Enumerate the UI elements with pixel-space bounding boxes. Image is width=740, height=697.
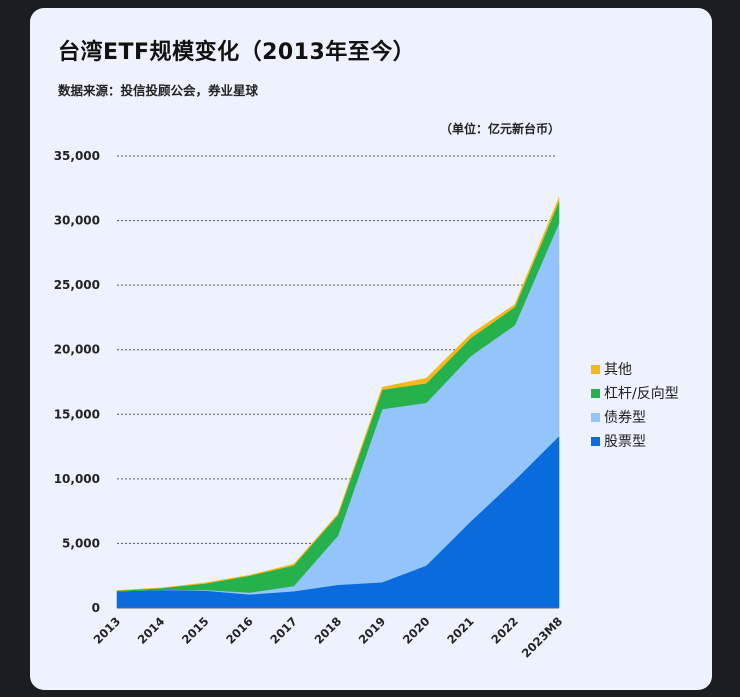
legend-swatch: [591, 389, 600, 398]
x-tick-label: 2017: [267, 614, 300, 647]
y-tick-label: 30,000: [54, 214, 100, 228]
chart-unit: （单位：亿元新台币）: [440, 122, 561, 136]
x-tick-label: 2015: [179, 614, 212, 647]
chart-source: 数据来源：投信投顾公会，券业星球: [58, 83, 259, 98]
x-tick-label: 2021: [444, 614, 477, 647]
y-tick-label: 5,000: [62, 536, 100, 550]
legend-label: 其他: [604, 362, 632, 378]
chart-title: 台湾ETF规模变化（2013年至今）: [58, 40, 416, 65]
legend-swatch: [591, 413, 600, 422]
x-tick-label: 2016: [223, 614, 256, 647]
x-tick-label: 2019: [356, 614, 389, 647]
legend-swatch: [591, 365, 600, 374]
x-tick-label: 2020: [400, 614, 433, 647]
x-tick-label: 2023M8: [519, 614, 565, 660]
legend-label: 股票型: [604, 434, 646, 450]
area-series-3: [116, 197, 560, 591]
y-tick-label: 20,000: [54, 343, 100, 357]
x-tick-label: 2013: [91, 614, 124, 647]
y-tick-label: 10,000: [54, 472, 100, 486]
x-tick-label: 2022: [488, 614, 521, 647]
y-tick-label: 0: [92, 601, 100, 615]
y-tick-label: 35,000: [54, 149, 100, 163]
legend-label: 债券型: [604, 410, 646, 426]
y-tick-label: 15,000: [54, 407, 100, 421]
y-tick-label: 25,000: [54, 278, 100, 292]
legend-label: 杠杆/反向型: [604, 386, 679, 402]
x-tick-label: 2014: [135, 614, 168, 647]
x-tick-label: 2018: [312, 614, 345, 647]
legend-swatch: [591, 437, 600, 446]
